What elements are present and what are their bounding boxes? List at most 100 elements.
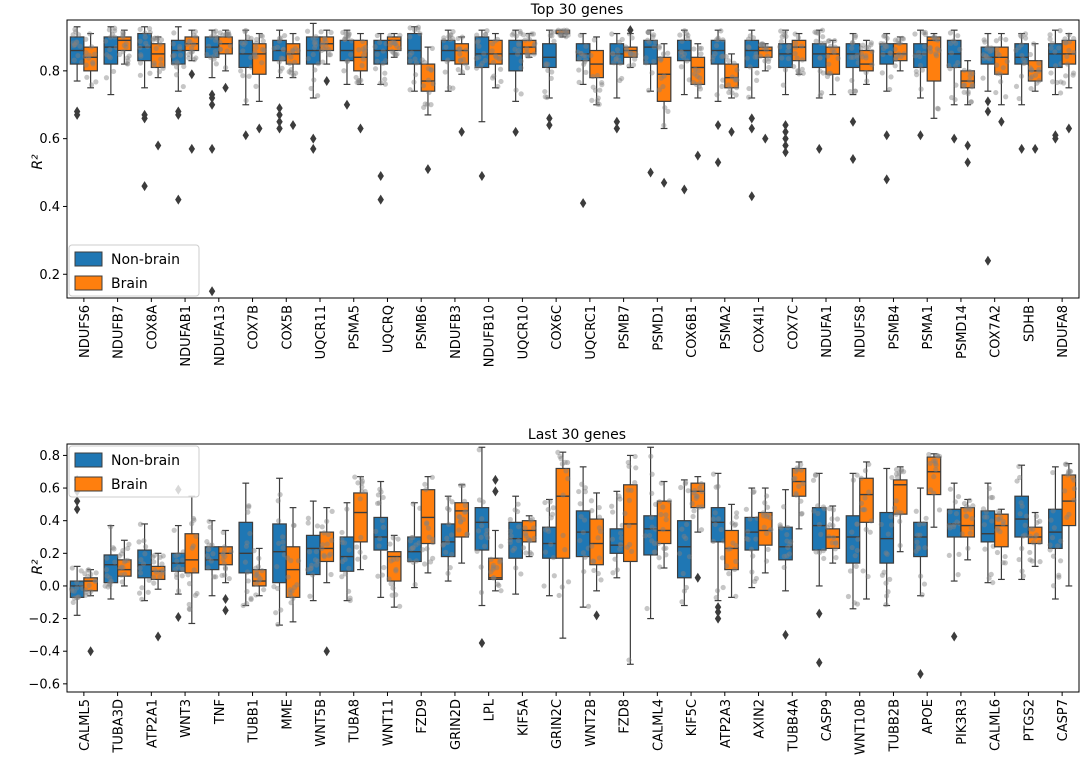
sample-point — [276, 59, 282, 65]
outlier-marker — [950, 631, 958, 642]
sample-point — [191, 517, 197, 523]
sample-point — [982, 514, 988, 520]
sample-point — [473, 65, 480, 71]
sample-point — [863, 55, 869, 61]
sample-point — [305, 567, 311, 573]
sample-point — [374, 58, 380, 64]
sample-point — [137, 521, 144, 527]
sample-point — [1066, 470, 1072, 476]
sample-point — [691, 490, 697, 496]
sample-point — [923, 515, 929, 521]
sample-point — [171, 30, 177, 36]
sample-point — [85, 573, 91, 580]
sample-point — [429, 474, 435, 480]
sample-point — [1014, 478, 1020, 484]
sample-point — [310, 51, 316, 58]
sample-point — [513, 87, 519, 93]
sample-point — [696, 83, 702, 89]
sample-point — [793, 490, 799, 497]
sample-point — [457, 57, 463, 63]
sample-point — [750, 489, 756, 495]
sample-point — [759, 41, 765, 47]
sample-point — [160, 570, 166, 576]
sample-point — [825, 38, 831, 44]
outlier-marker — [289, 120, 297, 131]
sample-point — [346, 31, 352, 37]
sample-point — [345, 35, 351, 41]
sample-point — [545, 67, 551, 74]
sample-point — [497, 66, 504, 72]
sample-point — [498, 588, 504, 594]
sample-point — [981, 37, 987, 43]
sample-point — [625, 487, 631, 493]
x-tick-label-kif5c: KIF5C — [685, 699, 700, 736]
sample-point — [223, 65, 229, 71]
sample-point — [893, 498, 899, 504]
sample-point — [375, 573, 381, 579]
sample-point — [734, 77, 740, 83]
sample-point — [864, 78, 870, 84]
sample-point — [580, 529, 586, 535]
sample-point — [525, 32, 531, 38]
sample-point — [447, 565, 453, 571]
sample-point — [157, 554, 163, 560]
sample-point — [829, 516, 835, 522]
sample-point — [245, 34, 251, 40]
sample-point — [147, 70, 153, 76]
sample-point — [981, 55, 987, 61]
sample-point — [517, 30, 524, 36]
sample-point — [833, 540, 839, 546]
sample-point — [551, 573, 557, 579]
sample-point — [766, 56, 772, 62]
box-non-brain-psmb4 — [878, 32, 895, 185]
sample-point — [194, 590, 200, 597]
sample-point — [858, 475, 864, 481]
sample-point — [754, 77, 760, 83]
sample-point — [226, 31, 232, 37]
sample-point — [498, 78, 504, 85]
sample-point — [898, 466, 905, 473]
sample-point — [589, 543, 595, 549]
sample-point — [305, 520, 311, 526]
sample-point — [1071, 497, 1077, 503]
sample-point — [896, 51, 902, 57]
sample-point — [983, 54, 989, 60]
sample-point — [1064, 514, 1070, 520]
sample-point — [295, 558, 302, 564]
sample-point — [826, 61, 832, 67]
sample-point — [685, 32, 691, 38]
sample-point — [160, 553, 166, 559]
sample-point — [922, 43, 928, 50]
sample-point — [416, 540, 422, 546]
sample-point — [275, 585, 281, 592]
sample-point — [861, 507, 867, 513]
box-non-brain-psma2 — [710, 28, 726, 168]
sample-point — [1027, 51, 1033, 58]
box-body — [474, 507, 490, 551]
sample-point — [256, 555, 262, 561]
box-brain-uqcr10 — [520, 31, 538, 59]
box-brain-ndufa1 — [824, 37, 841, 96]
box-non-brain-tubb2b — [878, 467, 895, 608]
sample-point — [930, 34, 937, 40]
sample-point — [413, 542, 419, 548]
sample-point — [92, 51, 98, 57]
sample-point — [892, 37, 899, 43]
box-non-brain-casp9 — [810, 472, 827, 668]
sample-point — [781, 553, 787, 559]
sample-point — [1022, 532, 1028, 538]
sample-point — [491, 73, 497, 79]
sample-point — [854, 54, 860, 61]
sample-point — [220, 32, 226, 38]
sample-point — [412, 72, 419, 78]
sample-point — [652, 549, 658, 555]
sample-point — [428, 102, 434, 108]
sample-point — [565, 32, 571, 38]
sample-point — [221, 548, 228, 554]
sample-point — [490, 564, 496, 570]
sample-point — [408, 546, 414, 552]
x-tick-label-atp2a3: ATP2A3 — [719, 699, 734, 748]
sample-point — [1027, 65, 1033, 71]
sample-point — [768, 526, 774, 533]
box-brain-ndufb3 — [454, 34, 471, 137]
